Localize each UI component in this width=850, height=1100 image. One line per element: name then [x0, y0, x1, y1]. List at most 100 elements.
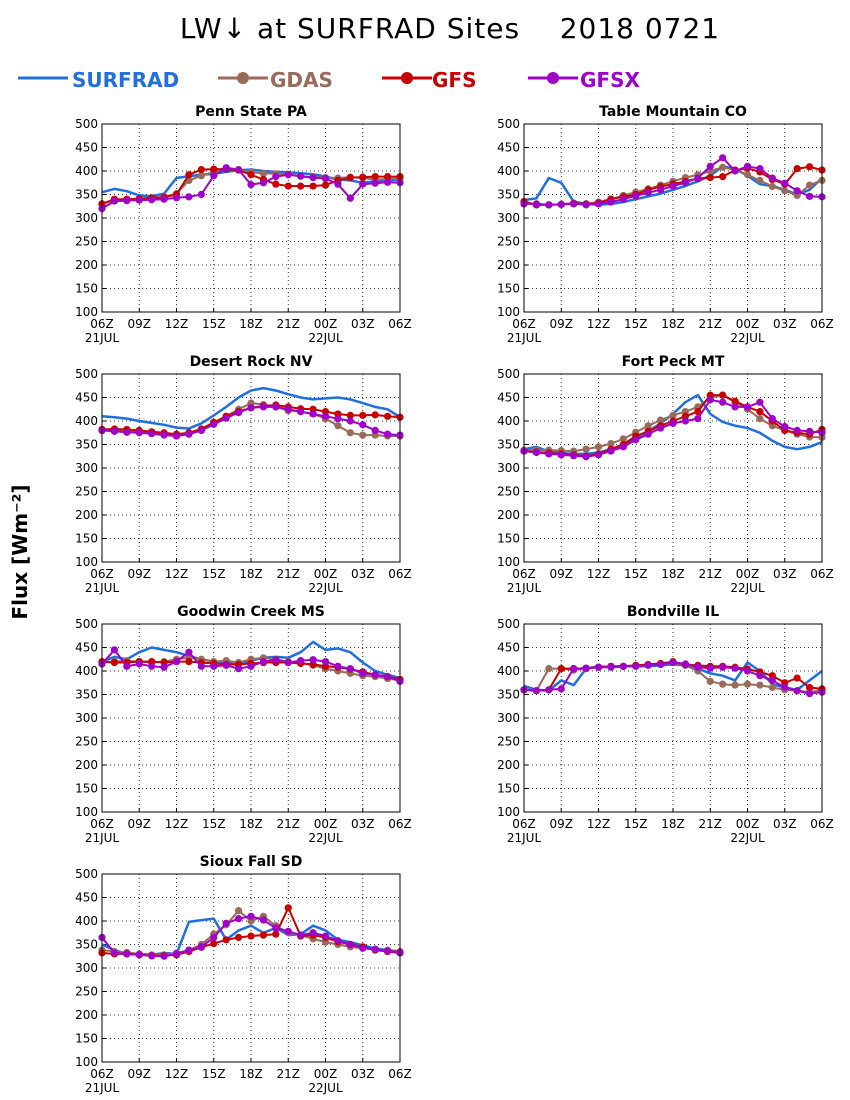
- x-date-label: 21JUL: [85, 831, 120, 845]
- x-tick-label: 06Z: [90, 1067, 114, 1081]
- x-date-label: 22JUL: [730, 581, 765, 595]
- data-point-gfsx: [706, 396, 714, 404]
- panel-table-mountain-co: Table Mountain CO 100 150 200 250 300 350 400 45…: [497, 104, 834, 345]
- y-tick-label: 200: [497, 508, 520, 522]
- y-tick-label: 200: [497, 258, 520, 272]
- data-point-gdas: [359, 431, 367, 439]
- data-point-gfs: [346, 173, 354, 182]
- data-point-gfsx: [110, 427, 119, 435]
- data-point-gfsx: [234, 408, 243, 417]
- data-point-gfsx: [644, 661, 652, 669]
- data-point-gfsx: [694, 174, 702, 182]
- grid: [102, 624, 400, 812]
- legend-swatch-gfsx: [528, 72, 578, 84]
- data-point-gfs: [719, 173, 727, 181]
- y-tick-label: 250: [75, 235, 98, 249]
- y-tick-label: 250: [497, 485, 520, 499]
- data-point-gfsx: [371, 671, 379, 679]
- data-point-gfsx: [172, 432, 181, 440]
- y-tick-label: 200: [75, 258, 98, 272]
- data-point-gfsx: [346, 417, 354, 425]
- x-tick-label: 03Z: [351, 1067, 375, 1081]
- data-point-gdas: [545, 665, 553, 673]
- data-point-gfsx: [321, 932, 330, 940]
- y-tick-label: 450: [75, 641, 98, 655]
- data-point-gfsx: [656, 186, 665, 194]
- y-tick-label: 400: [497, 164, 520, 178]
- grid: [102, 874, 400, 1062]
- y-tick-label: 150: [75, 782, 98, 796]
- y-tick-label: 450: [75, 391, 98, 405]
- data-point-gfsx: [123, 197, 131, 205]
- y-tick-label: 350: [497, 438, 520, 452]
- data-point-gfs: [371, 173, 379, 181]
- data-point-gfsx: [110, 949, 119, 957]
- data-point-gfsx: [570, 665, 578, 673]
- data-point-gfs: [805, 163, 814, 171]
- x-tick-label: 06Z: [512, 567, 536, 581]
- data-point-gfsx: [247, 912, 255, 920]
- data-point-gfsx: [197, 190, 205, 199]
- series-gfsx: [520, 396, 826, 461]
- data-point-gfsx: [371, 179, 379, 187]
- y-tick-label: 100: [75, 305, 98, 319]
- y-tick-label: 250: [75, 735, 98, 749]
- data-point-gfs: [259, 931, 268, 939]
- data-point-gfsx: [731, 664, 739, 672]
- x-date-label: 22JUL: [308, 831, 343, 845]
- x-tick-label: 06Z: [388, 817, 412, 831]
- x-tick-label: 03Z: [773, 567, 797, 581]
- y-tick-label: 200: [497, 758, 520, 772]
- data-point-gfsx: [135, 429, 143, 437]
- data-point-gfsx: [582, 664, 590, 672]
- y-tick-label: 100: [497, 555, 520, 569]
- series-gfsx: [520, 658, 826, 698]
- data-point-gfsx: [706, 162, 714, 170]
- data-point-gfs: [185, 171, 193, 179]
- data-point-gdas: [756, 176, 764, 184]
- data-point-gfs: [706, 173, 714, 182]
- y-tick-label: 100: [75, 1055, 98, 1069]
- data-point-gfsx: [247, 662, 255, 670]
- data-point-gfsx: [284, 927, 292, 935]
- y-tick-label: 500: [75, 867, 98, 881]
- data-point-gfsx: [545, 450, 553, 458]
- data-point-gfsx: [272, 656, 280, 664]
- data-point-gfs: [321, 181, 330, 189]
- data-point-gfs: [272, 180, 280, 188]
- data-point-gfsx: [371, 426, 379, 434]
- y-tick-label: 300: [75, 711, 98, 725]
- data-point-gfsx: [557, 200, 565, 208]
- panel-desert-rock-nv: Desert Rock NV 100 150 200 250 300 350 400 450 50…: [75, 354, 412, 595]
- data-point-gfsx: [781, 683, 789, 692]
- legend-swatch-surfrad: [18, 76, 68, 80]
- data-point-gfs: [272, 930, 280, 938]
- data-point-gfsx: [234, 165, 243, 174]
- data-point-gfsx: [805, 192, 814, 200]
- data-point-gfsx: [768, 174, 776, 182]
- grid: [524, 374, 822, 562]
- y-tick-label: 300: [75, 211, 98, 225]
- data-point-gfsx: [123, 662, 131, 670]
- x-date-label: 22JUL: [308, 581, 343, 595]
- y-tick-label: 350: [75, 688, 98, 702]
- data-point-gfsx: [135, 660, 143, 668]
- grid: [102, 124, 400, 312]
- y-tick-label: 500: [75, 617, 98, 631]
- data-point-gfsx: [297, 408, 305, 416]
- x-tick-label: 06Z: [90, 317, 114, 331]
- x-date-label: 21JUL: [507, 831, 542, 845]
- x-date-label: 21JUL: [507, 331, 542, 345]
- grid: [524, 124, 822, 312]
- data-point-gfsx: [321, 658, 330, 666]
- panel-title: Fort Peck MT: [622, 354, 725, 370]
- data-point-gfs: [793, 674, 801, 682]
- data-point-gfsx: [272, 173, 280, 181]
- y-tick-label: 100: [497, 305, 520, 319]
- data-point-gfsx: [570, 452, 578, 460]
- data-point-gfs: [284, 182, 292, 190]
- x-tick-label: 21Z: [699, 567, 723, 581]
- data-point-gfsx: [570, 200, 578, 208]
- data-point-gfsx: [284, 171, 292, 179]
- x-tick-label: 18Z: [239, 567, 263, 581]
